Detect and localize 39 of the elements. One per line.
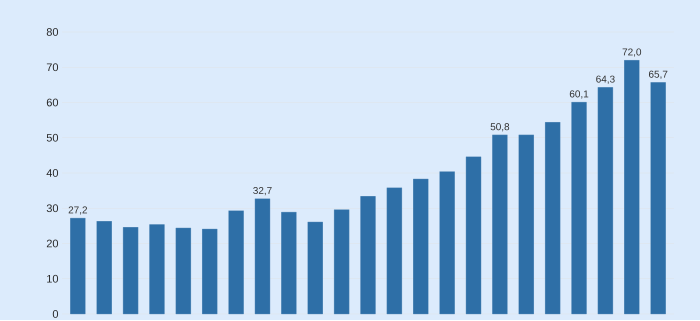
bar [96,220,112,314]
y-tick-label: 0 [52,310,58,318]
y-tick-label: 50 [46,134,58,142]
bar [228,210,244,314]
bar [202,228,218,314]
data-label: 60,1 [570,90,588,99]
bar [149,224,165,314]
bar [176,228,192,314]
bar [492,134,508,314]
bar [413,178,428,314]
y-tick-label: 70 [46,63,58,72]
bar [386,188,402,314]
bar [334,209,350,314]
data-label: 65,7 [648,70,668,79]
y-tick-label: 40 [46,169,58,177]
y-tick-label: 30 [46,204,58,212]
bar [254,198,270,314]
y-tick-label: 10 [47,274,58,283]
bar [650,82,666,314]
y-tick-label: 80 [46,28,58,36]
data-label: 50,8 [490,123,510,132]
data-label: 64,3 [596,75,615,84]
bar [360,196,376,314]
data-label: 27,2 [68,206,88,215]
bar [544,122,560,314]
y-tick-label: 20 [46,240,58,248]
data-label: 72,0 [622,48,642,57]
bar [308,222,323,314]
bar [281,212,297,314]
bar [122,226,138,314]
y-tick-label: 60 [46,98,58,106]
bar [466,156,482,314]
bar [598,87,614,314]
bar [518,134,534,314]
bar [571,102,587,314]
bar [624,60,640,314]
bar [439,171,455,314]
bar [70,218,86,314]
data-label: 32,7 [253,186,272,196]
